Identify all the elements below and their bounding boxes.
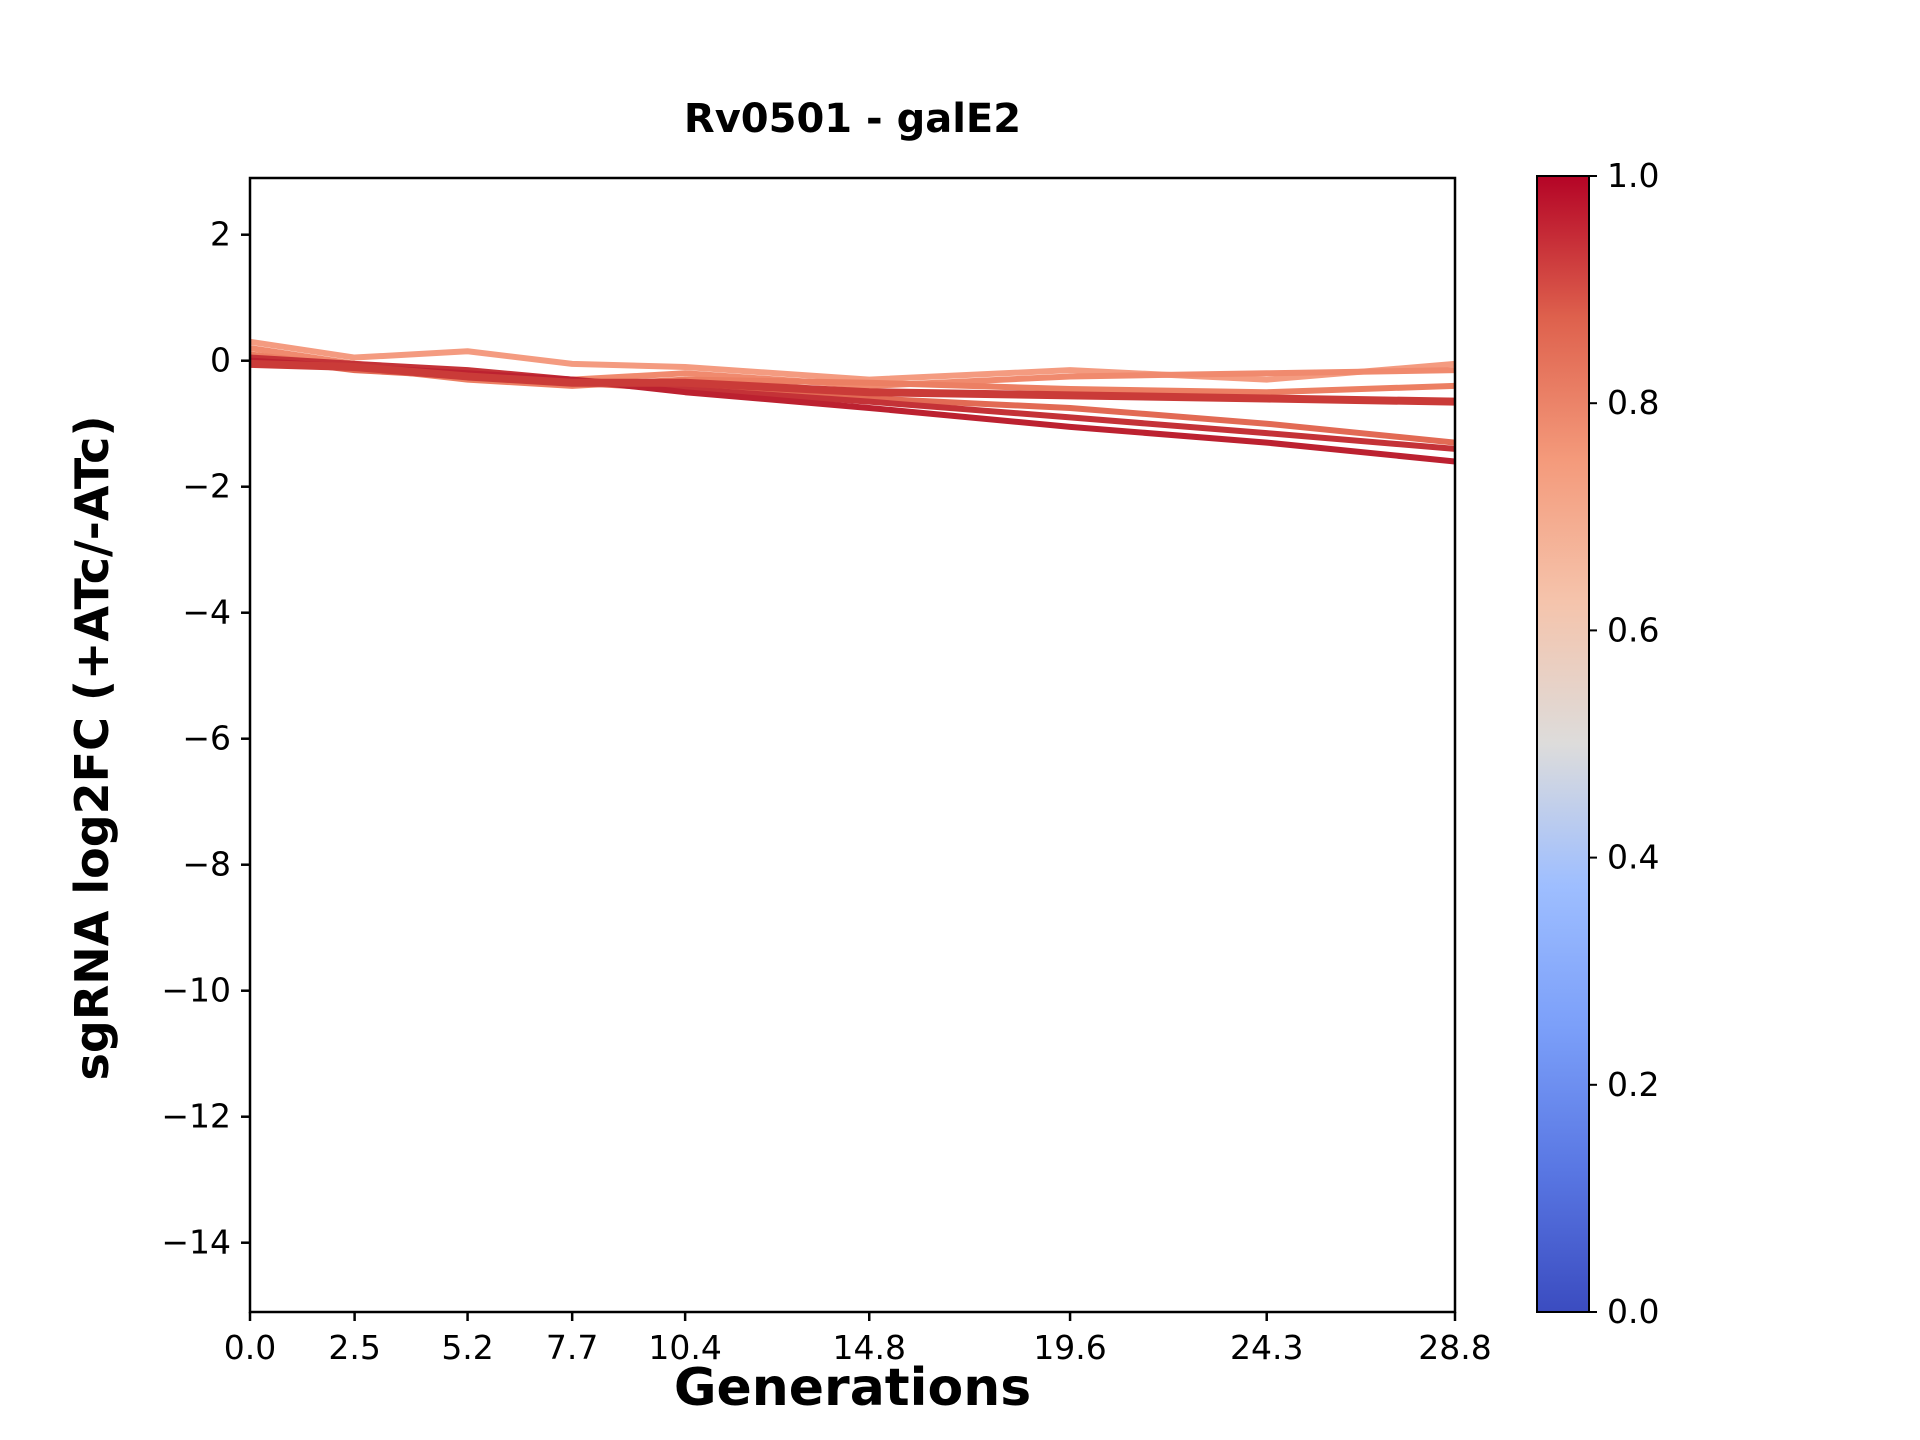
x-tick-label: 24.3 (1230, 1328, 1303, 1367)
y-axis-label: sgRNA log2FC (+ATc/-ATc) (65, 415, 119, 1081)
x-tick-label: 2.5 (328, 1328, 380, 1367)
colorbar-tick-label: 0.8 (1607, 383, 1659, 422)
y-tick-label: −8 (182, 845, 231, 884)
x-tick-label: 10.4 (648, 1328, 721, 1367)
y-tick-label: −14 (161, 1223, 231, 1262)
y-tick-label: −6 (182, 719, 231, 758)
y-tick-label: −2 (182, 467, 231, 506)
colorbar-tick-label: 0.0 (1607, 1292, 1659, 1331)
y-tick-label: 0 (210, 341, 231, 380)
x-tick-label: 28.8 (1418, 1328, 1491, 1367)
x-tick-label: 19.6 (1033, 1328, 1106, 1367)
x-tick-label: 5.2 (441, 1328, 493, 1367)
y-tick-label: −4 (182, 593, 231, 632)
x-tick-label: 0.0 (224, 1328, 276, 1367)
series-line (250, 359, 1455, 406)
y-tick-label: −10 (161, 971, 231, 1010)
colorbar-tick-label: 1.0 (1607, 156, 1659, 195)
colorbar-gradient (1537, 176, 1589, 1312)
colorbar-tick-label: 0.4 (1607, 838, 1659, 877)
series-line (250, 354, 1455, 452)
colorbar-tick-label: 0.6 (1607, 610, 1659, 649)
y-tick-label: 2 (210, 215, 231, 254)
y-tick-label: −12 (161, 1097, 231, 1136)
colorbar-outline (1536, 175, 1590, 1313)
x-axis-label: Generations (673, 1358, 1032, 1418)
x-tick-label: 14.8 (832, 1328, 905, 1367)
axes-spine (248, 176, 1457, 1314)
colorbar-tick-label: 0.2 (1607, 1065, 1659, 1104)
x-tick-label: 7.7 (546, 1328, 598, 1367)
chart-title: Rv0501 - galE2 (683, 96, 1022, 142)
